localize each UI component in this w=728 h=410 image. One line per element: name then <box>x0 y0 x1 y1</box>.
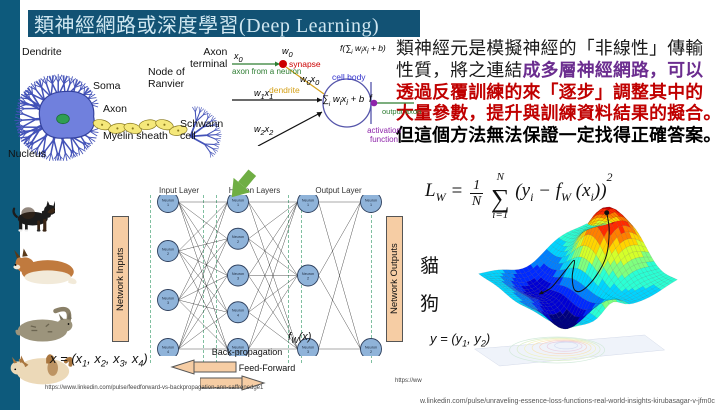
svg-text:3: 3 <box>307 350 309 354</box>
svg-text:Neuron: Neuron <box>302 272 314 276</box>
svg-text:1: 1 <box>167 203 169 207</box>
svg-text:1: 1 <box>307 203 309 207</box>
svg-text:Neuron: Neuron <box>232 272 244 276</box>
svg-text:Neuron: Neuron <box>162 296 174 300</box>
svg-text:Neuron: Neuron <box>302 345 314 349</box>
svg-text:2: 2 <box>370 350 372 354</box>
svg-text:Neuron: Neuron <box>232 235 244 239</box>
svg-text:Neuron: Neuron <box>162 345 174 349</box>
svg-text:Neuron: Neuron <box>162 198 174 202</box>
svg-text:1: 1 <box>370 203 372 207</box>
svg-text:2: 2 <box>307 277 309 281</box>
svg-text:Neuron: Neuron <box>365 198 377 202</box>
svg-text:4: 4 <box>237 313 239 317</box>
svg-text:Neuron: Neuron <box>365 345 377 349</box>
svg-text:Neuron: Neuron <box>162 247 174 251</box>
svg-text:2: 2 <box>167 252 169 256</box>
svg-text:4: 4 <box>167 350 169 354</box>
svg-text:3: 3 <box>237 277 239 281</box>
svg-text:2: 2 <box>237 240 239 244</box>
svg-text:Neuron: Neuron <box>302 198 314 202</box>
svg-text:Neuron: Neuron <box>232 309 244 313</box>
svg-text:3: 3 <box>167 301 169 305</box>
